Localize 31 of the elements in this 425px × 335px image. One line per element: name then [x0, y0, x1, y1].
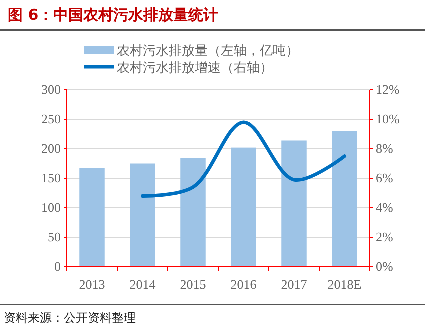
bar: [80, 168, 105, 267]
y2-tick-label: 10%: [376, 112, 400, 127]
line-series: [141, 120, 346, 198]
bar: [231, 148, 256, 267]
y2-tick-label: 12%: [376, 82, 400, 98]
y2-tick-label: 6%: [376, 170, 394, 186]
y-tick-label: 300: [42, 82, 61, 98]
y2-tick-label: 0%: [376, 259, 394, 274]
chart-title: 图 6：中国农村污水排放量统计: [8, 6, 219, 24]
y2-tick-label: 4%: [376, 200, 394, 216]
y2-tick-label: 2%: [376, 230, 394, 245]
y-tick-label: 50: [48, 230, 61, 245]
y-tick-label: 150: [42, 170, 61, 186]
y-tick-label: 250: [42, 112, 61, 127]
x-tick-label: 2018E: [328, 277, 362, 292]
y-tick-label: 200: [42, 141, 61, 156]
text: 资料来源：公开资料整理: [4, 311, 136, 325]
legend-label: 农村污水排放量（左轴，亿吨）: [117, 44, 299, 59]
x-tick-label: 2013: [79, 277, 106, 292]
x-tick-label: 2017: [281, 277, 308, 292]
bar: [332, 131, 358, 267]
x-tick-label: 2016: [230, 277, 258, 292]
y-tick-label: 0: [54, 259, 61, 274]
bar: [282, 140, 307, 267]
bar: [130, 164, 156, 267]
bar: [180, 158, 206, 267]
y2-tick-label: 8%: [376, 141, 394, 156]
x-tick-label: 2014: [130, 277, 156, 292]
legend-label: 农村污水排放增速（右轴）: [117, 61, 273, 76]
y-tick-label: 100: [42, 200, 61, 216]
x-tick-label: 2015: [180, 277, 206, 292]
